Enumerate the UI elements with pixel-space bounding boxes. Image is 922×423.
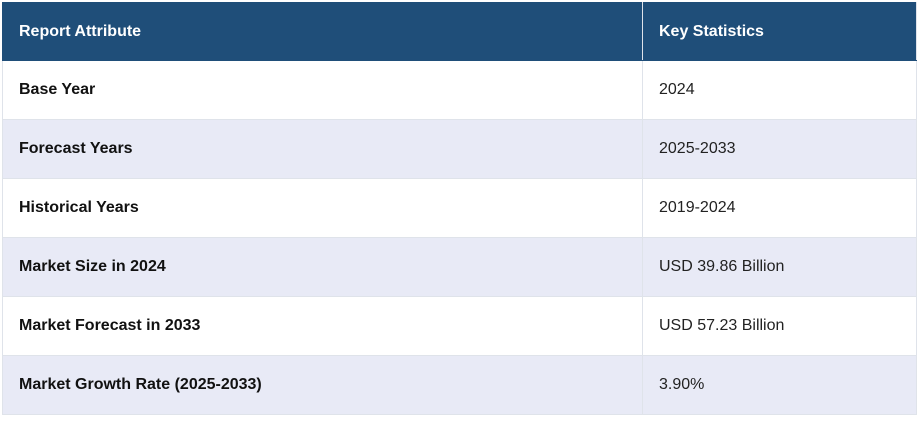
stats-table: Report Attribute Key Statistics Base Yea…: [2, 2, 917, 415]
attribute-cell: Market Growth Rate (2025-2033): [2, 355, 643, 415]
value-cell: 2024: [642, 60, 917, 120]
table-row: Market Forecast in 2033 USD 57.23 Billion: [2, 296, 917, 356]
table-row: Market Size in 2024 USD 39.86 Billion: [2, 237, 917, 297]
value-cell: 3.90%: [642, 355, 917, 415]
attribute-cell: Historical Years: [2, 178, 643, 238]
table-row: Base Year 2024: [2, 60, 917, 120]
attribute-cell: Market Size in 2024: [2, 237, 643, 297]
value-cell: USD 39.86 Billion: [642, 237, 917, 297]
table-row: Historical Years 2019-2024: [2, 178, 917, 238]
value-cell: 2019-2024: [642, 178, 917, 238]
table-row: Forecast Years 2025-2033: [2, 119, 917, 179]
header-cell: Key Statistics: [642, 2, 917, 61]
header-cell: Report Attribute: [2, 2, 643, 61]
attribute-cell: Base Year: [2, 60, 643, 120]
value-cell: 2025-2033: [642, 119, 917, 179]
table-row: Market Growth Rate (2025-2033) 3.90%: [2, 355, 917, 415]
header-row: Report Attribute Key Statistics: [2, 2, 917, 61]
table-body: Base Year 2024 Forecast Years 2025-2033 Hist…: [2, 60, 917, 415]
attribute-cell: Forecast Years: [2, 119, 643, 179]
attribute-cell: Market Forecast in 2033: [2, 296, 643, 356]
value-cell: USD 57.23 Billion: [642, 296, 917, 356]
